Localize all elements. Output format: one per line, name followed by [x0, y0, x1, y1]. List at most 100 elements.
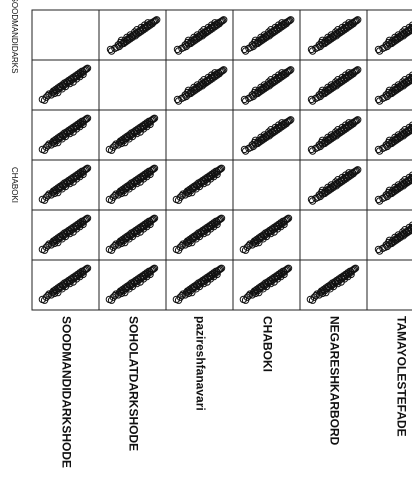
data-point [251, 86, 260, 95]
panel-r2-c5 [366, 109, 412, 161]
data-point [79, 270, 87, 279]
data-point [79, 70, 87, 79]
data-point [388, 38, 396, 47]
data-point [280, 270, 288, 279]
panel-r0-c0 [31, 9, 100, 61]
data-point [215, 216, 224, 224]
panel-frame [299, 209, 368, 261]
data-point [399, 178, 407, 186]
panel-r1-c5 [366, 59, 412, 111]
panel-r5-c3 [232, 259, 301, 311]
data-point [149, 165, 158, 173]
data-point [81, 216, 90, 224]
panel-frame [31, 9, 100, 61]
data-point [216, 165, 225, 173]
variable-label: CHABOKI [260, 316, 274, 372]
data-point [150, 114, 159, 123]
data-point [106, 45, 115, 54]
panel-r4-c4 [299, 209, 368, 261]
data-point [351, 167, 360, 176]
panel-r3-c0 [31, 159, 100, 211]
data-point [151, 16, 160, 25]
data-point [217, 264, 226, 272]
data-point [374, 145, 383, 154]
data-point [79, 170, 87, 179]
data-point [212, 70, 220, 79]
variable-label: TAMAYOLESTEFADE [394, 316, 408, 437]
data-point [278, 19, 286, 27]
data-point [284, 214, 293, 223]
data-point [81, 116, 90, 124]
panel-r1-c0 [31, 59, 100, 111]
data-point [149, 215, 158, 223]
panel-r2-c1 [98, 109, 167, 161]
data-point [307, 195, 316, 204]
panel-r1-c3 [232, 59, 301, 111]
data-point [150, 214, 159, 223]
data-point [153, 16, 161, 24]
data-point [213, 270, 221, 279]
data-point [66, 229, 74, 238]
data-point [307, 95, 316, 104]
data-point [255, 238, 263, 247]
data-point [352, 166, 361, 175]
data-point [307, 45, 316, 54]
data-point [408, 223, 412, 232]
data-point [279, 70, 287, 79]
data-point [410, 24, 412, 32]
data-point [184, 187, 193, 195]
data-point [54, 88, 62, 97]
data-point [267, 76, 275, 84]
data-point [117, 137, 126, 145]
data-point [216, 265, 225, 273]
data-point [352, 66, 361, 75]
panel-frame [165, 109, 234, 161]
data-point [82, 115, 91, 123]
data-point [254, 88, 262, 97]
data-point [283, 215, 292, 223]
panel-r4-c5 [366, 209, 412, 261]
panel-r2-c3 [232, 109, 301, 161]
data-point [81, 266, 90, 274]
data-point [318, 36, 327, 44]
data-point [334, 279, 342, 288]
data-point [265, 28, 273, 36]
panel-r5-c4 [299, 259, 368, 311]
data-point [385, 86, 394, 95]
data-point [200, 279, 208, 288]
data-point [332, 178, 340, 186]
data-point [347, 270, 355, 279]
data-point [184, 86, 193, 95]
variable-label: NEGARESHKARBORD [327, 316, 341, 446]
data-point [217, 67, 226, 76]
panels [31, 9, 412, 311]
data-point [334, 126, 342, 134]
data-point [148, 166, 157, 174]
data-point [388, 238, 396, 247]
data-point [240, 45, 249, 54]
panel-r3-c1 [98, 159, 167, 211]
panel-r2-c2 [165, 109, 234, 161]
data-point [148, 266, 157, 274]
data-point [321, 138, 329, 147]
data-point [410, 74, 412, 82]
data-point [282, 266, 290, 274]
data-point [408, 173, 412, 182]
data-point [322, 288, 330, 297]
data-point [148, 116, 157, 124]
data-point [401, 176, 409, 184]
data-point [279, 120, 287, 129]
data-point [200, 179, 208, 188]
data-point [50, 87, 59, 95]
data-point [334, 26, 342, 34]
data-point [50, 287, 59, 295]
data-point [79, 220, 87, 229]
data-point [81, 166, 90, 174]
data-point [133, 26, 141, 34]
data-point [121, 138, 129, 147]
data-point [408, 121, 412, 129]
data-point [351, 117, 360, 126]
data-point [251, 287, 260, 295]
data-point [351, 17, 360, 25]
data-point [83, 164, 92, 173]
